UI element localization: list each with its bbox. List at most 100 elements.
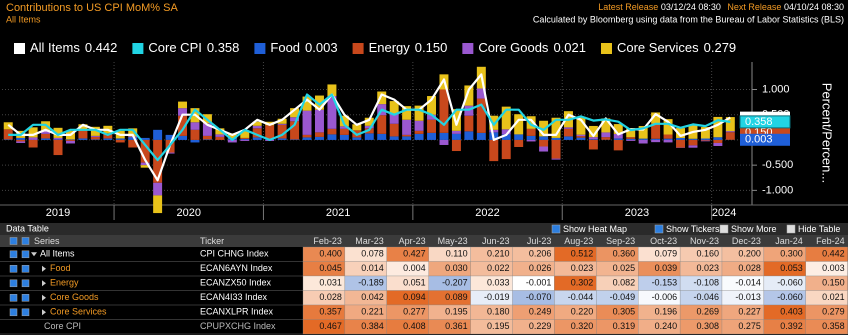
bar-segment <box>563 127 573 129</box>
row-checkbox[interactable] <box>21 265 30 273</box>
table-value: 0.004 <box>403 263 426 273</box>
table-value: -0.044 <box>568 292 594 302</box>
bar-segment <box>153 195 163 214</box>
bar-segment <box>464 85 474 106</box>
bar-segment <box>427 119 437 133</box>
bar-segment <box>539 136 549 140</box>
next-release: 04/10/24 08:30 <box>784 2 844 12</box>
row-checkbox[interactable] <box>9 250 18 259</box>
table-control[interactable]: Show Tickers <box>666 224 720 234</box>
control-checkbox[interactable] <box>719 224 729 234</box>
table-header-row <box>0 235 848 247</box>
latest-release-label: Latest Release <box>598 2 658 12</box>
bar-segment <box>327 96 337 129</box>
bar-segment <box>626 138 636 140</box>
x-year-label: 2024 <box>712 207 736 219</box>
table-value: 0.014 <box>361 263 384 273</box>
row-checkbox[interactable] <box>9 294 18 302</box>
bar-segment <box>563 136 573 140</box>
bar-segment <box>489 129 499 133</box>
table-value: 0.028 <box>319 292 342 302</box>
column-header: Ticker <box>200 236 224 246</box>
table-value: 0.160 <box>696 249 719 259</box>
column-header: Series <box>34 236 60 246</box>
series-line <box>8 93 731 162</box>
legend-name: All Items <box>30 40 80 55</box>
row-checkbox[interactable] <box>9 265 18 273</box>
value-flag <box>740 133 790 146</box>
bar-segment <box>651 123 661 139</box>
series-name: All Items <box>40 249 75 259</box>
row-checkbox[interactable] <box>21 308 30 317</box>
bar-segment <box>277 138 287 140</box>
expand-arrow[interactable] <box>31 252 37 257</box>
table-value: 0.400 <box>319 249 342 259</box>
series-name: Core Services <box>50 307 107 317</box>
bar-segment <box>277 118 287 124</box>
value-flag-label: 0.358 <box>745 116 773 128</box>
legend-name: Food <box>270 40 300 55</box>
table-value: 0.031 <box>319 278 342 288</box>
table-value: 0.227 <box>738 307 761 317</box>
bar-segment <box>140 137 150 140</box>
collapse-arrow[interactable] <box>42 309 46 316</box>
series-name: Food <box>50 263 71 273</box>
table-value: -0.046 <box>693 292 719 302</box>
table-control[interactable]: Show More <box>731 224 777 234</box>
bar-segment <box>90 126 100 136</box>
bar-segment <box>427 114 437 120</box>
header-checkbox[interactable] <box>21 237 30 245</box>
bar-segment <box>588 137 598 140</box>
legend-entry: Core CPI 0.358 <box>148 40 239 55</box>
bar-segment <box>78 130 88 139</box>
bar-segment <box>339 128 349 135</box>
row-checkbox[interactable] <box>9 308 18 317</box>
bar-segment <box>277 123 287 125</box>
bar-segment <box>41 121 51 132</box>
bar-segment <box>178 108 188 116</box>
table-control[interactable]: Hide Table <box>798 224 840 234</box>
bar-segment <box>713 116 723 138</box>
row-checkbox[interactable] <box>21 294 30 302</box>
row-checkbox[interactable] <box>9 279 18 288</box>
bar-segment <box>476 98 486 133</box>
bar-segment <box>588 139 598 150</box>
column-header: May-23 <box>438 236 468 246</box>
bar-segment <box>178 101 188 109</box>
table-control[interactable]: Show Heat Map <box>563 224 627 234</box>
bar-segment <box>16 139 26 142</box>
table-value: 0.249 <box>529 307 552 317</box>
table-value: 0.361 <box>445 321 468 331</box>
control-checkbox[interactable] <box>654 224 664 234</box>
header-checkbox[interactable] <box>9 237 18 245</box>
table-value: 0.229 <box>529 321 552 331</box>
bar-segment <box>451 133 461 140</box>
bar-segment <box>601 118 611 133</box>
table-value: 0.210 <box>487 249 510 259</box>
ticker: ECANXLPR Index <box>200 307 274 317</box>
bar-segment <box>613 139 623 151</box>
row-checkbox[interactable] <box>21 279 30 288</box>
control-checkbox[interactable] <box>786 224 796 234</box>
table-value: -0.001 <box>526 278 552 288</box>
table-value: 0.300 <box>780 249 803 259</box>
bar-segment <box>65 140 75 144</box>
collapse-arrow[interactable] <box>42 294 46 301</box>
bar-segment <box>252 128 262 138</box>
table-value: 0.110 <box>446 249 468 259</box>
collapse-arrow[interactable] <box>42 265 46 272</box>
bar-segment <box>439 89 449 133</box>
bar-segment <box>725 132 735 140</box>
bar-segment <box>501 139 511 160</box>
bar-segment <box>140 139 150 163</box>
table-value: 0.269 <box>696 307 719 317</box>
collapse-arrow[interactable] <box>42 280 46 287</box>
bar-segment <box>302 137 312 140</box>
ticker: CPI CHNG Index <box>200 249 269 259</box>
bar-segment <box>314 95 324 110</box>
table-value: 0.089 <box>445 292 468 302</box>
bar-segment <box>663 138 673 140</box>
row-checkbox[interactable] <box>21 250 30 259</box>
control-checkbox[interactable] <box>551 224 561 234</box>
bar-segment <box>563 128 573 137</box>
